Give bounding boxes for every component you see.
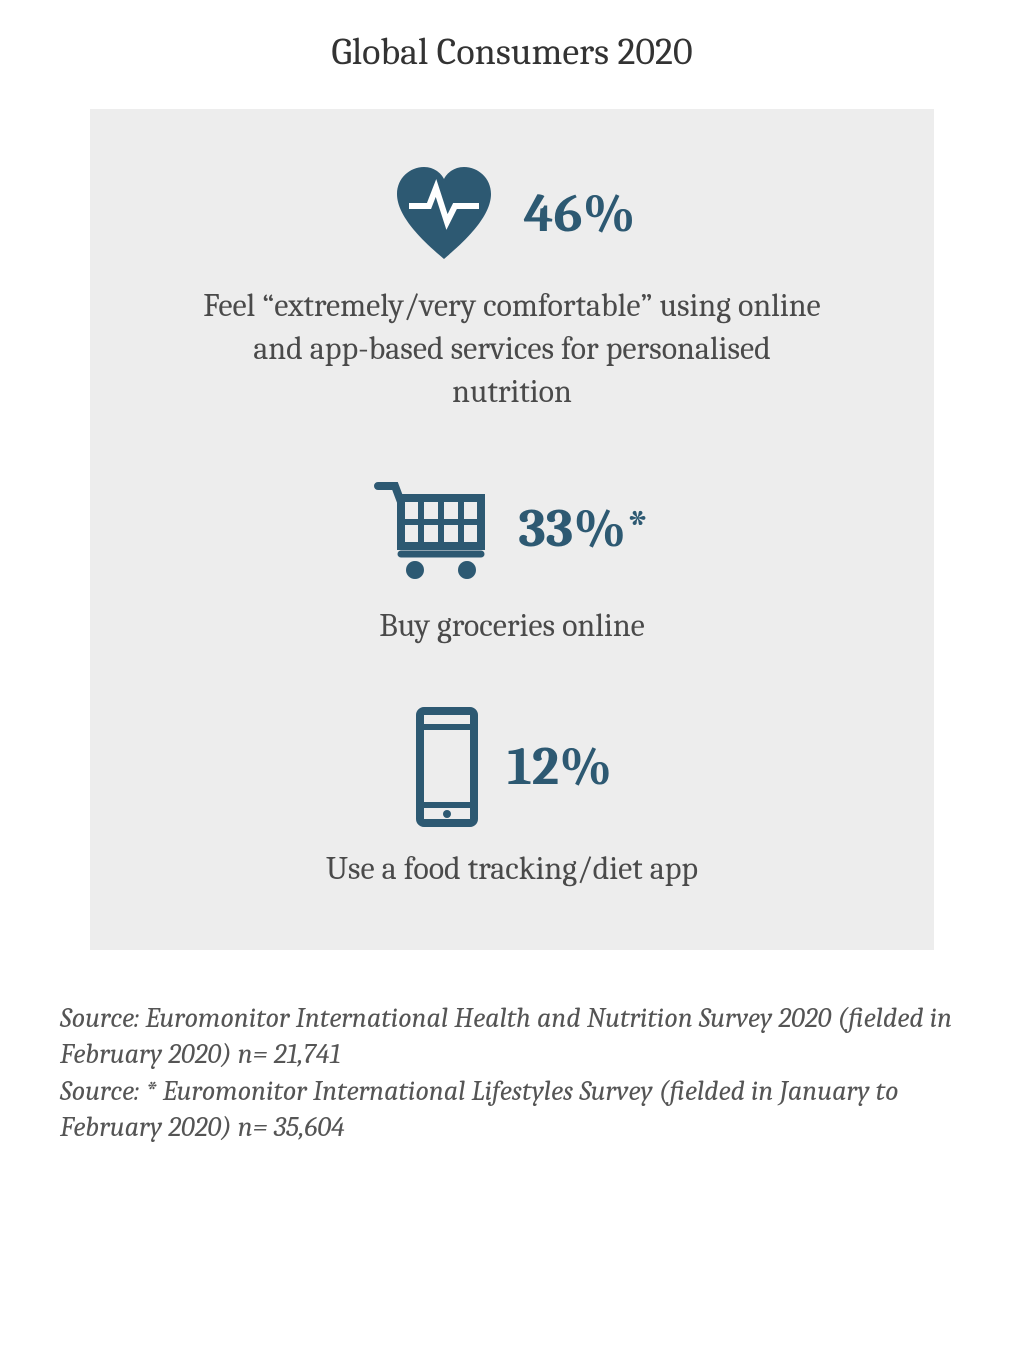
stat-head: 46%	[150, 164, 874, 264]
stats-panel: 46% Feel “extremely/very comfortable” us…	[90, 109, 934, 950]
stat-percentage: 12%	[507, 740, 612, 794]
source-citation: Source: Euromonitor International Health…	[50, 1000, 974, 1146]
source-line: Source: Euromonitor International Health…	[60, 1000, 964, 1073]
source-line: Source: * Euromonitor International Life…	[60, 1073, 964, 1146]
stat-head: 33%*	[150, 474, 874, 584]
stat-description: Buy groceries online	[192, 604, 832, 647]
heart-pulse-icon	[389, 164, 499, 264]
stat-percentage: 33%*	[518, 502, 650, 556]
stat-description: Use a food tracking/diet app	[192, 847, 832, 890]
stat-head: 12%	[150, 707, 874, 827]
smartphone-icon	[412, 707, 482, 827]
stat-percentage: 46%	[524, 187, 636, 241]
stat-description: Feel “extremely/very comfortable” using …	[192, 284, 832, 414]
shopping-cart-icon	[373, 474, 493, 584]
stat-block: 12% Use a food tracking/diet app	[150, 707, 874, 890]
page-title: Global Consumers 2020	[50, 30, 974, 74]
stat-block: 33%* Buy groceries online	[150, 474, 874, 647]
stat-block: 46% Feel “extremely/very comfortable” us…	[150, 164, 874, 414]
